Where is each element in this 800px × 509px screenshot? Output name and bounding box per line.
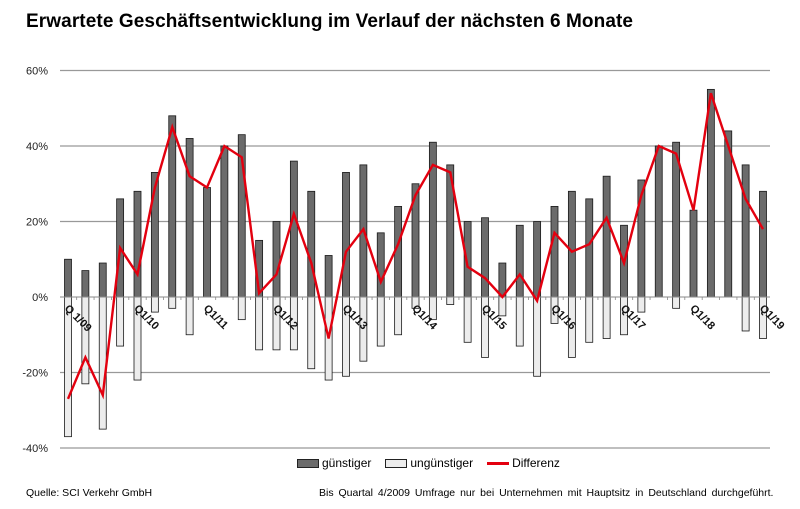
legend-label-favorable: günstiger — [322, 456, 372, 470]
legend-label-unfavorable: ungünstiger — [410, 456, 474, 470]
bar-unfavorable — [446, 296, 455, 305]
bar-unfavorable — [237, 296, 246, 321]
legend-item-unfavorable: ungünstiger — [385, 456, 473, 470]
y-tick-label: 60% — [26, 66, 48, 78]
bar-unfavorable — [637, 296, 646, 313]
bar-favorable — [602, 175, 611, 298]
bar-unfavorable — [98, 296, 107, 430]
bar-favorable — [307, 190, 316, 298]
bar-unfavorable — [741, 296, 750, 332]
source-note: Quelle: SCI Verkehr GmbH — [26, 487, 153, 499]
bar-favorable — [741, 164, 750, 298]
bar-favorable — [585, 198, 594, 298]
bar-favorable — [324, 255, 333, 298]
y-tick-label: -40% — [22, 443, 48, 455]
x-tick-label: Q1/18 — [687, 303, 717, 333]
bar-favorable — [220, 145, 229, 298]
x-tick-label: Q1/11 — [201, 303, 230, 332]
bar-favorable — [272, 221, 281, 298]
bar-favorable — [759, 190, 767, 298]
bar-favorable — [203, 187, 211, 298]
legend-item-difference: Differenz — [487, 456, 560, 470]
bar-favorable — [289, 160, 298, 298]
bar-unfavorable — [585, 296, 594, 343]
bar-favorable — [98, 262, 107, 298]
legend-swatch-difference — [487, 461, 510, 465]
bar-unfavorable — [515, 296, 524, 347]
bar-favorable — [481, 217, 489, 298]
bar-favorable — [533, 221, 542, 298]
bar-favorable — [185, 138, 194, 298]
y-tick-label: 40% — [26, 141, 48, 153]
footnote: Bis Quartal 4/2009 Umfrage nur bei Unter… — [319, 487, 774, 499]
bar-unfavorable — [463, 296, 472, 343]
chart-legend: günstiger ungünstiger Differenz — [297, 456, 574, 470]
legend-item-favorable: günstiger — [297, 456, 371, 470]
chart-plot: 60%40%20%0%-20%-40% Q 1/09 Q1/10 Q1/11 Q1/1… — [22, 66, 786, 456]
bar-favorable — [376, 232, 385, 298]
bar-favorable — [567, 190, 576, 298]
bar-unfavorable — [255, 296, 264, 351]
bar-favorable — [342, 172, 350, 298]
bar-favorable — [550, 205, 559, 298]
bar-unfavorable — [168, 296, 177, 309]
bar-favorable — [81, 270, 90, 298]
bar-unfavorable — [533, 296, 542, 377]
y-tick-label: 20% — [26, 217, 48, 229]
bar-unfavorable — [602, 296, 611, 339]
bar-unfavorable — [498, 296, 507, 317]
y-tick-label: 0% — [32, 292, 48, 304]
legend-swatch-favorable — [297, 458, 319, 468]
bar-unfavorable — [81, 296, 90, 385]
bar-favorable — [706, 88, 715, 298]
y-tick-label: -20% — [22, 368, 48, 380]
chart-title: Erwartete Geschäftsentwicklung im Verlau… — [26, 11, 634, 32]
bar-unfavorable — [185, 296, 194, 336]
bar-unfavorable — [307, 296, 316, 370]
bar-favorable — [64, 258, 72, 298]
bar-favorable — [168, 115, 177, 298]
bar-unfavorable — [672, 296, 681, 309]
bar-unfavorable — [376, 296, 385, 347]
legend-swatch-unfavorable — [385, 458, 408, 468]
legend-label-difference: Differenz — [512, 456, 560, 470]
bar-favorable — [133, 190, 142, 298]
bar-favorable — [654, 145, 663, 298]
bar-favorable — [515, 224, 524, 298]
bar-favorable — [689, 209, 698, 298]
bar-unfavorable — [150, 296, 159, 313]
bar-unfavorable — [116, 296, 125, 347]
bar-unfavorable — [394, 296, 403, 336]
